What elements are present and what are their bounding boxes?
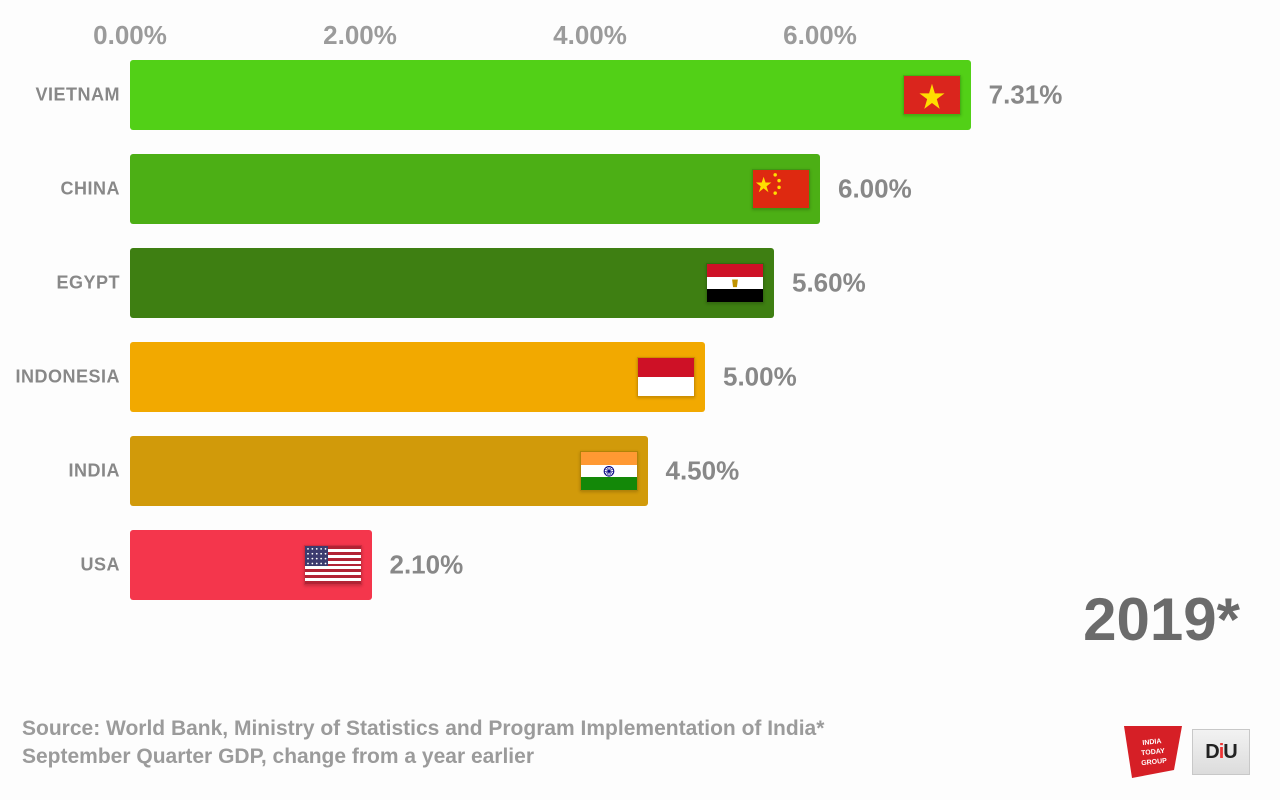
x-axis-tick-label: 0.00% — [93, 20, 167, 51]
value-label: 5.60% — [792, 268, 866, 299]
bar-row: VIETNAM 7.31% — [130, 60, 1050, 130]
bar-row: USA 2.10% — [130, 530, 1050, 600]
x-axis-tick-label: 6.00% — [783, 20, 857, 51]
source-line-2: September Quarter GDP, change from a yea… — [22, 745, 534, 768]
country-label: CHINA — [10, 179, 120, 200]
india-today-logo-icon: INDIA TODAY GROUP — [1124, 726, 1182, 778]
x-axis-labels: 0.00%2.00%4.00%6.00% — [130, 20, 1050, 60]
country-label: VIETNAM — [10, 85, 120, 106]
country-label: USA — [10, 555, 120, 576]
x-axis-tick-label: 4.00% — [553, 20, 627, 51]
value-label: 6.00% — [838, 174, 912, 205]
bar — [130, 60, 971, 130]
chart-plot-area: VIETNAM 7.31% CHINA 6.00% EGYPT 5.60% INDON… — [130, 60, 1050, 680]
x-axis-tick-label: 2.00% — [323, 20, 397, 51]
indonesia-flag-icon — [637, 357, 695, 397]
diu-logo-icon: DiU — [1192, 729, 1250, 775]
bar — [130, 248, 774, 318]
country-label: EGYPT — [10, 273, 120, 294]
bar — [130, 154, 820, 224]
egypt-flag-icon — [706, 263, 764, 303]
value-label: 5.00% — [723, 362, 797, 393]
bar-row: EGYPT 5.60% — [130, 248, 1050, 318]
vietnam-flag-icon — [903, 75, 961, 115]
bar-row: INDONESIA 5.00% — [130, 342, 1050, 412]
bar — [130, 342, 705, 412]
china-flag-icon — [752, 169, 810, 209]
usa-flag-icon — [304, 545, 362, 585]
india-flag-icon — [580, 451, 638, 491]
bar — [130, 436, 648, 506]
year-label: 2019* — [1083, 585, 1240, 654]
value-label: 4.50% — [666, 456, 740, 487]
value-label: 2.10% — [390, 550, 464, 581]
country-label: INDONESIA — [10, 367, 120, 388]
bar-row: CHINA 6.00% — [130, 154, 1050, 224]
logo-group: INDIA TODAY GROUP DiU — [1124, 726, 1250, 778]
source-citation: Source: World Bank, Ministry of Statisti… — [22, 715, 824, 772]
country-label: INDIA — [10, 461, 120, 482]
value-label: 7.31% — [989, 80, 1063, 111]
source-line-1: Source: World Bank, Ministry of Statisti… — [22, 717, 824, 740]
bar-row: INDIA 4.50% — [130, 436, 1050, 506]
